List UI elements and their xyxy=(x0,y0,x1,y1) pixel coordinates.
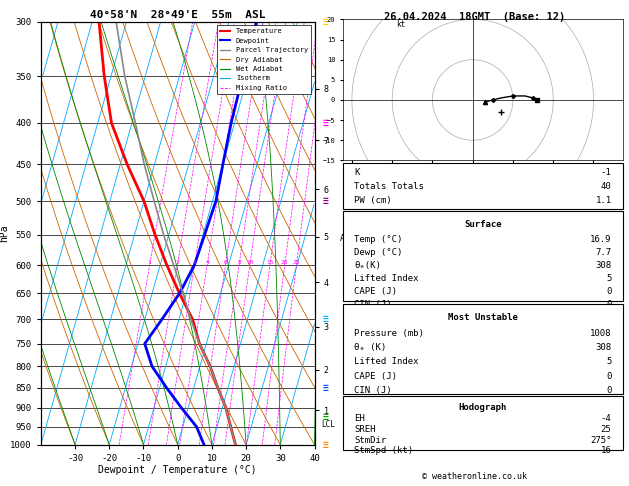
Y-axis label: hPa: hPa xyxy=(0,225,9,242)
Text: 308: 308 xyxy=(596,343,611,352)
Text: 3: 3 xyxy=(192,260,196,265)
Text: 1.1: 1.1 xyxy=(596,196,611,205)
Text: 0: 0 xyxy=(606,287,611,296)
Text: Lifted Index: Lifted Index xyxy=(354,274,418,283)
Text: StmSpd (kt): StmSpd (kt) xyxy=(354,446,413,455)
Text: 25: 25 xyxy=(601,425,611,434)
Text: Surface: Surface xyxy=(464,221,501,229)
Text: 0: 0 xyxy=(606,372,611,381)
Text: 2: 2 xyxy=(175,260,179,265)
Text: EH: EH xyxy=(354,414,365,423)
Text: 25: 25 xyxy=(292,260,300,265)
Text: Most Unstable: Most Unstable xyxy=(448,313,518,322)
Text: CAPE (J): CAPE (J) xyxy=(354,372,397,381)
Text: Temp (°C): Temp (°C) xyxy=(354,235,403,244)
Text: 308: 308 xyxy=(596,261,611,270)
Text: 275°: 275° xyxy=(590,435,611,445)
Text: θₑ(K): θₑ(K) xyxy=(354,261,381,270)
Text: 26.04.2024  18GMT  (Base: 12): 26.04.2024 18GMT (Base: 12) xyxy=(384,12,565,22)
Title: 40°58'N  28°49'E  55m  ASL: 40°58'N 28°49'E 55m ASL xyxy=(90,10,265,20)
Y-axis label: km
ASL: km ASL xyxy=(340,224,356,243)
Text: CIN (J): CIN (J) xyxy=(354,300,392,309)
Text: LCL: LCL xyxy=(321,420,335,429)
Text: 16: 16 xyxy=(601,446,611,455)
Text: θₑ (K): θₑ (K) xyxy=(354,343,386,352)
Text: 40: 40 xyxy=(601,182,611,191)
Text: 7.7: 7.7 xyxy=(596,248,611,257)
Text: SREH: SREH xyxy=(354,425,376,434)
Text: ≡: ≡ xyxy=(322,382,328,393)
Text: 0: 0 xyxy=(606,386,611,395)
Text: StmDir: StmDir xyxy=(354,435,386,445)
Text: 15: 15 xyxy=(266,260,274,265)
Text: ≡: ≡ xyxy=(322,412,328,422)
Text: ≡: ≡ xyxy=(322,118,328,128)
Text: 5: 5 xyxy=(606,274,611,283)
Text: kt: kt xyxy=(396,20,406,30)
Text: -4: -4 xyxy=(601,414,611,423)
Text: K: K xyxy=(354,168,359,177)
Text: Hodograph: Hodograph xyxy=(459,402,507,412)
Text: ≡: ≡ xyxy=(322,440,328,450)
Text: PW (cm): PW (cm) xyxy=(354,196,392,205)
Text: 1008: 1008 xyxy=(590,329,611,338)
Text: 20: 20 xyxy=(281,260,289,265)
Text: 10: 10 xyxy=(246,260,253,265)
Text: ≡: ≡ xyxy=(322,17,328,27)
Text: Totals Totals: Totals Totals xyxy=(354,182,424,191)
Text: Lifted Index: Lifted Index xyxy=(354,357,418,366)
Text: 5: 5 xyxy=(606,357,611,366)
Text: ≡: ≡ xyxy=(322,314,328,325)
Text: 6: 6 xyxy=(223,260,227,265)
Legend: Temperature, Dewpoint, Parcel Trajectory, Dry Adiabat, Wet Adiabat, Isotherm, Mi: Temperature, Dewpoint, Parcel Trajectory… xyxy=(217,25,311,94)
Text: 16.9: 16.9 xyxy=(590,235,611,244)
Text: Dewp (°C): Dewp (°C) xyxy=(354,248,403,257)
Text: -1: -1 xyxy=(601,168,611,177)
Text: 8: 8 xyxy=(237,260,241,265)
Text: 0: 0 xyxy=(606,300,611,309)
Text: Pressure (mb): Pressure (mb) xyxy=(354,329,424,338)
Text: 1: 1 xyxy=(148,260,152,265)
Text: CIN (J): CIN (J) xyxy=(354,386,392,395)
Text: ≡: ≡ xyxy=(322,196,328,206)
Text: © weatheronline.co.uk: © weatheronline.co.uk xyxy=(423,472,527,481)
Text: 4: 4 xyxy=(205,260,209,265)
X-axis label: Dewpoint / Temperature (°C): Dewpoint / Temperature (°C) xyxy=(98,466,257,475)
Text: CAPE (J): CAPE (J) xyxy=(354,287,397,296)
